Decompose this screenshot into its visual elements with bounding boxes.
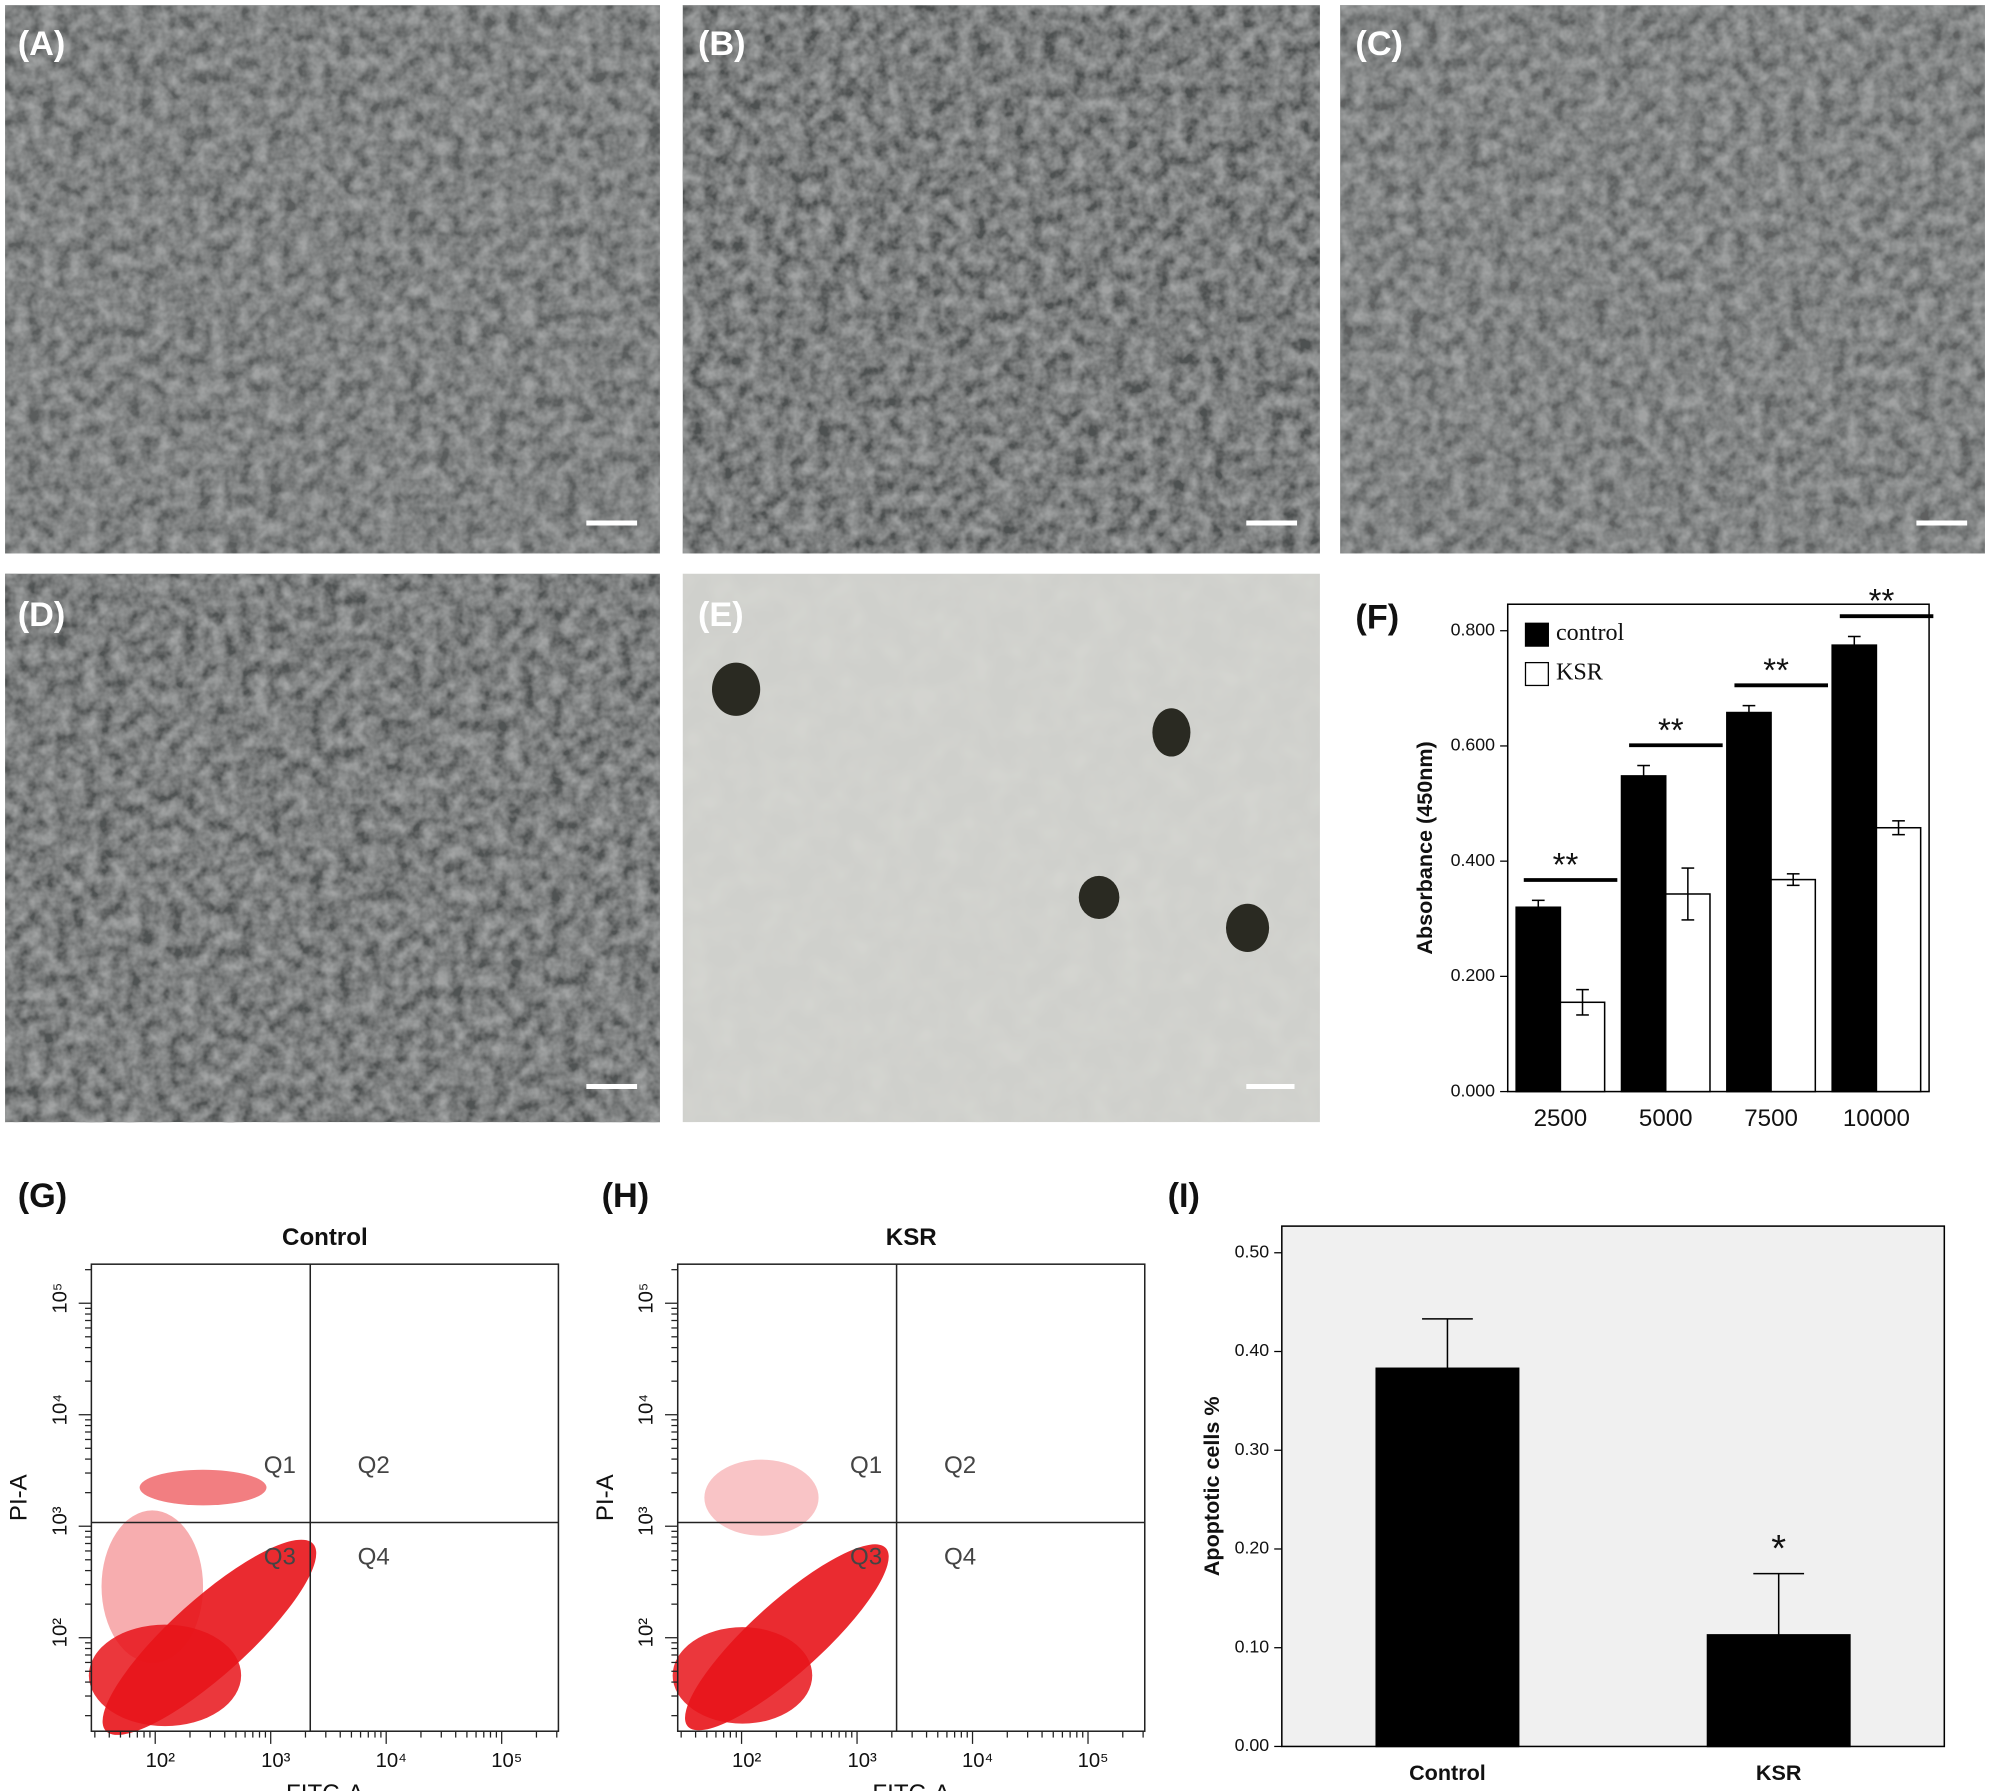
y-tick-label: 10³ [636,1506,658,1536]
y-tick-label: 0.800 [1451,619,1496,639]
panel-label: (D) [18,596,66,634]
plot-area [90,1263,560,1732]
significance: * [1771,1528,1786,1570]
x-tick-label: 10⁵ [491,1750,522,1772]
y-tick-label: 10² [636,1618,658,1648]
event-cloud [672,1459,889,1731]
x-tick-label: 2500 [1534,1105,1588,1132]
bar [1375,1367,1520,1748]
legend-swatch [1524,622,1549,647]
y-tick-label: 0.20 [1235,1538,1270,1558]
x-axis-label: FITC-A [286,1780,365,1791]
quadrant-label: Q1 [850,1452,882,1479]
y-tick-label: 10⁵ [636,1283,658,1314]
quadrant-label: Q3 [264,1543,296,1570]
panel-label: (C) [1355,25,1403,63]
bar [1770,878,1817,1093]
legend-label: control [1556,620,1625,646]
y-tick-label: 0.400 [1451,850,1496,870]
x-tick-label: 10000 [1843,1105,1910,1132]
y-axis-label: PI-A [6,1473,33,1521]
x-tick-label: 10² [732,1750,762,1772]
bar [1875,826,1922,1093]
quadrant-label: Q2 [358,1452,390,1479]
y-tick-label: 10³ [49,1506,71,1536]
y-tick-label: 10⁴ [49,1394,71,1425]
y-tick-label: 0.10 [1235,1636,1270,1656]
y-axis-label: Absorbance (450nm) [1412,741,1437,954]
quadrant-label: Q2 [944,1452,976,1479]
x-tick-label: 10⁵ [1078,1750,1109,1772]
bar [1620,775,1667,1093]
panel-label: (I) [1168,1177,1200,1215]
bar [1726,711,1772,1093]
bar [1664,893,1711,1093]
x-tick-label: KSR [1756,1760,1802,1785]
y-tick-label: 0.30 [1235,1439,1270,1459]
y-axis-label: Apoptotic cells % [1199,1396,1224,1576]
micrograph-d [5,573,660,1123]
x-tick-label: Control [1409,1760,1486,1785]
y-tick-label: 0.50 [1235,1241,1270,1261]
bar [1515,906,1562,1093]
x-tick-label: 10² [146,1750,176,1772]
panel-label: (F) [1355,599,1399,637]
x-tick-label: 10⁴ [376,1750,407,1772]
legend-swatch [1524,661,1549,687]
y-tick-label: 0.00 [1235,1735,1270,1755]
y-axis-label: PI-A [592,1473,619,1521]
micrograph-a [5,5,660,554]
event-cloud [88,1469,317,1735]
significance: ** [1553,846,1579,883]
chart-title: KSR [886,1224,937,1251]
y-tick-label: 0.000 [1451,1080,1496,1100]
panel-label: (B) [698,25,746,63]
quadrant-label: Q4 [944,1543,976,1570]
significance: ** [1763,651,1789,688]
y-tick-label: 10⁵ [49,1283,71,1314]
x-axis-label: FITC-A [872,1780,951,1791]
y-tick-label: 0.200 [1451,965,1496,985]
bar [1831,644,1878,1093]
panel-label: (G) [18,1177,67,1215]
x-tick-label: 7500 [1744,1105,1798,1132]
x-tick-label: 5000 [1639,1105,1693,1132]
legend-label: KSR [1556,660,1604,686]
significance: ** [1658,711,1684,748]
x-tick-label: 10⁴ [962,1750,993,1772]
panel-label: (H) [602,1177,650,1215]
y-tick-label: 10⁴ [636,1394,658,1425]
micrograph-c [1340,5,1985,554]
y-tick-label: 0.40 [1235,1340,1270,1360]
x-tick-label: 10³ [847,1750,877,1772]
y-tick-label: 10² [49,1618,71,1648]
chart-title: Control [282,1224,368,1251]
x-tick-label: 10³ [261,1750,291,1772]
quadrant-label: Q1 [264,1452,296,1479]
significance: ** [1869,582,1895,619]
plot-area [676,1263,1146,1732]
micrograph-e [682,573,1320,1123]
quadrant-label: Q3 [850,1543,882,1570]
panel-label: (A) [18,25,66,63]
micrograph-b [682,5,1320,554]
y-tick-label: 0.600 [1451,735,1496,755]
bar [1706,1634,1851,1748]
quadrant-label: Q4 [358,1543,390,1570]
panel-label: (E) [698,596,744,634]
